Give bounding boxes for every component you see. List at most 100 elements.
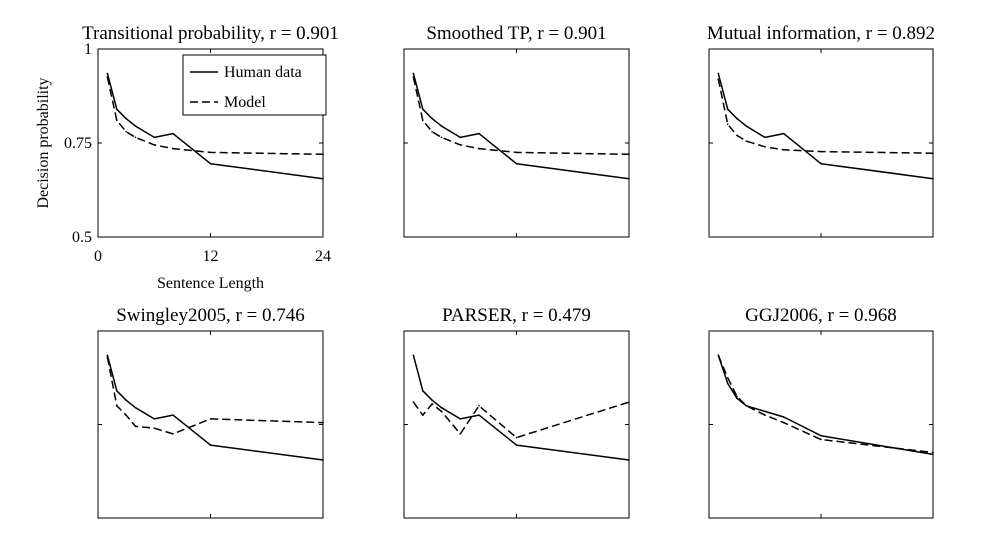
human-data-line-point bbox=[932, 453, 934, 456]
human-data-line-point bbox=[782, 132, 785, 135]
human-data-line-point bbox=[478, 414, 480, 416]
model-line-point bbox=[125, 414, 127, 416]
model-line-point bbox=[736, 134, 738, 137]
model-line-point bbox=[459, 433, 462, 435]
chart-title: Swingley2005, r = 0.746 bbox=[116, 305, 305, 326]
human-data-line-point bbox=[106, 72, 109, 75]
human-data-line-point bbox=[412, 354, 415, 357]
human-data-line-point bbox=[115, 390, 118, 392]
human-data-line-point bbox=[125, 117, 127, 120]
y-tick-label: 1 bbox=[84, 41, 92, 58]
chart-panel-2: Smoothed TP, r = 0.901 bbox=[403, 23, 630, 238]
model-line-point bbox=[106, 76, 109, 78]
model-line-point bbox=[440, 136, 443, 139]
model-line-point bbox=[153, 144, 156, 146]
model-line-point bbox=[820, 150, 822, 153]
human-data-line-point bbox=[736, 117, 738, 120]
human-data-line bbox=[106, 73, 324, 180]
chart-panel-5: PARSER, r = 0.479 bbox=[403, 305, 630, 519]
human-data-line-point bbox=[440, 125, 443, 127]
legend-label: Model bbox=[224, 94, 266, 111]
human-data-line bbox=[412, 355, 630, 461]
chart-panel-3: Mutual information, r = 0.892 bbox=[707, 23, 935, 238]
human-data-line-point bbox=[745, 125, 748, 127]
x-tick-label: 0 bbox=[94, 248, 102, 265]
chart-panel-6: GGJ2006, r = 0.968 bbox=[708, 305, 934, 519]
human-data-line-point bbox=[764, 136, 766, 139]
human-data-line-point bbox=[115, 108, 118, 110]
model-line-point bbox=[459, 144, 462, 146]
model-line-point bbox=[209, 151, 212, 154]
human-data-line-point bbox=[322, 459, 324, 461]
model-line-point bbox=[736, 395, 738, 398]
model-line-point bbox=[322, 153, 324, 156]
model-line-point bbox=[515, 151, 518, 154]
y-tick-label: 0.5 bbox=[72, 229, 92, 246]
chart-title: GGJ2006, r = 0.968 bbox=[745, 305, 897, 326]
model-line bbox=[717, 78, 934, 154]
model-line-point bbox=[726, 376, 729, 379]
human-data-line-point bbox=[628, 459, 630, 461]
y-axis-label: Decision probability bbox=[35, 77, 52, 208]
human-data-line-point bbox=[820, 434, 822, 437]
human-data-line bbox=[717, 355, 934, 456]
human-data-line-point bbox=[209, 444, 212, 446]
x-tick-label: 24 bbox=[315, 248, 331, 265]
human-data-line-point bbox=[820, 162, 822, 165]
human-data-line-point bbox=[782, 416, 785, 418]
y-tick-label: 0.75 bbox=[64, 135, 92, 152]
model-line-point bbox=[125, 130, 127, 133]
model-line-point bbox=[782, 421, 785, 424]
model-line-point bbox=[745, 140, 748, 142]
model-line-point bbox=[717, 354, 720, 357]
human-data-line-point bbox=[412, 72, 415, 75]
axes-box bbox=[403, 330, 630, 519]
human-data-line-point bbox=[628, 177, 630, 180]
human-data-line-point bbox=[322, 177, 324, 180]
human-data-line-point bbox=[478, 132, 480, 135]
model-line bbox=[717, 355, 934, 454]
model-line-point bbox=[440, 410, 443, 413]
model-line-point bbox=[412, 401, 415, 403]
human-data-line-point bbox=[431, 117, 433, 120]
model-line-point bbox=[764, 145, 766, 148]
model-line-point bbox=[172, 147, 174, 150]
model-line-point bbox=[745, 405, 748, 407]
human-data-line-point bbox=[459, 418, 462, 420]
model-line-point bbox=[820, 438, 822, 441]
model-line-point bbox=[782, 148, 785, 151]
chart-title: Transitional probability, r = 0.901 bbox=[82, 23, 339, 44]
legend: Human data Model bbox=[182, 54, 327, 116]
model-line-point bbox=[421, 414, 424, 416]
chart-panel-1: Transitional probability, r = 0.901 0 12 24… bbox=[35, 23, 339, 292]
human-data-line-point bbox=[932, 177, 934, 180]
human-data-line-point bbox=[172, 132, 174, 135]
human-data-line bbox=[106, 355, 324, 461]
axes-box bbox=[708, 48, 934, 238]
human-data-line-point bbox=[736, 397, 738, 400]
human-data-line-point bbox=[459, 136, 462, 139]
human-data-line bbox=[412, 73, 630, 180]
model-line-point bbox=[717, 78, 720, 80]
chart-title: Smoothed TP, r = 0.901 bbox=[426, 23, 606, 44]
model-line-point bbox=[412, 76, 415, 78]
human-data-line-point bbox=[134, 125, 137, 127]
model-line-point bbox=[478, 147, 480, 150]
model-line-point bbox=[515, 436, 518, 439]
chart-title: Mutual information, r = 0.892 bbox=[707, 23, 935, 44]
model-line-point bbox=[431, 403, 433, 405]
axes-box bbox=[708, 330, 934, 519]
model-line-point bbox=[209, 418, 212, 420]
human-data-line-point bbox=[764, 410, 766, 413]
model-line-point bbox=[421, 119, 424, 122]
model-line-point bbox=[431, 130, 433, 133]
chart-panel-4: Swingley2005, r = 0.746 bbox=[97, 305, 324, 519]
human-data-line-point bbox=[515, 162, 518, 165]
human-data-line-point bbox=[125, 399, 127, 401]
model-line-point bbox=[932, 451, 934, 454]
model-line-point bbox=[115, 119, 118, 122]
model-line-point bbox=[932, 152, 934, 154]
chart-title: PARSER, r = 0.479 bbox=[442, 305, 591, 326]
human-data-line-point bbox=[106, 354, 109, 357]
